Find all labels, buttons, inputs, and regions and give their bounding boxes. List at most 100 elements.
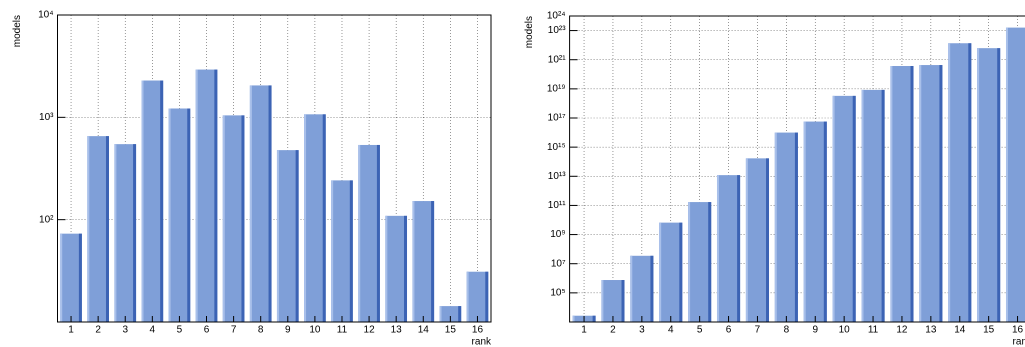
x-tick-label: 15 [445, 325, 457, 336]
bar [803, 121, 827, 322]
bar [919, 65, 943, 322]
bar-highlight [601, 280, 604, 322]
bar [249, 85, 272, 323]
y-tick-label: 10¹⁷ [548, 113, 566, 124]
x-tick-label: 11 [337, 325, 348, 336]
bar-shade [349, 180, 353, 322]
x-tick-label: 8 [784, 325, 790, 336]
y-tick-label: 10⁵ [550, 287, 565, 298]
bar [601, 280, 625, 322]
bar [276, 150, 299, 322]
x-tick-label: 1 [581, 325, 587, 336]
bar-highlight [1005, 27, 1008, 323]
bar [832, 95, 856, 323]
plot-frame [57, 14, 492, 323]
bar [168, 108, 191, 322]
x-tick-label: 9 [812, 325, 818, 336]
bar-highlight [948, 43, 951, 322]
bar [630, 255, 654, 322]
bar-shade [458, 306, 462, 322]
x-tick-label: 1 [68, 325, 74, 336]
x-tick-label: 6 [204, 325, 210, 336]
plot-frame [569, 15, 1025, 323]
bar-shade [881, 89, 885, 322]
bar-shade [376, 144, 380, 322]
bar-highlight [304, 114, 307, 323]
bar-shade [679, 222, 683, 322]
x-tick-label: 3 [122, 325, 128, 336]
bar [60, 233, 82, 322]
bar-highlight [572, 315, 575, 322]
bar-highlight [439, 306, 442, 322]
bar-highlight [716, 175, 719, 322]
x-tick-label: 14 [954, 325, 966, 336]
bar-highlight [412, 201, 415, 322]
bar [222, 115, 245, 322]
bar-highlight [249, 85, 252, 323]
bar [358, 144, 380, 322]
bar-shade [322, 114, 326, 323]
bar-highlight [195, 69, 198, 322]
bar [688, 202, 712, 322]
x-tick-label: 7 [755, 325, 761, 336]
bar-shade [160, 80, 164, 323]
bar-shade [78, 233, 82, 322]
bar-shade [268, 85, 272, 323]
x-axis-label: rank [472, 337, 492, 347]
y-tick-label: 10² [39, 214, 54, 225]
bar-shade [939, 65, 943, 322]
x-tick-label: 16 [1012, 325, 1024, 336]
bar-shade [910, 66, 914, 323]
bar [304, 114, 326, 323]
y-tick-label: 10¹¹ [548, 200, 566, 211]
y-tick-label: 10⁹ [550, 229, 565, 240]
x-tick-label: 4 [668, 325, 674, 336]
x-tick-label: 5 [697, 325, 703, 336]
x-tick-label: 16 [472, 325, 484, 336]
bar-shade [621, 280, 625, 322]
x-tick-label: 10 [309, 325, 321, 336]
x-tick-label: 5 [177, 325, 183, 336]
y-tick-label: 10²⁴ [547, 11, 566, 22]
x-tick-label: 8 [258, 325, 264, 336]
x-tick-label: 12 [364, 325, 376, 336]
bar-highlight [276, 150, 279, 322]
bar-shade [485, 271, 489, 322]
bar-highlight [358, 144, 361, 322]
bar-shade [295, 150, 299, 322]
bar [659, 222, 683, 322]
bar-highlight [861, 89, 864, 322]
bar [774, 132, 798, 322]
bar-shade [737, 175, 741, 322]
x-tick-label: 13 [925, 325, 937, 336]
bar [412, 201, 435, 322]
x-axis-label: rank [1013, 337, 1025, 347]
bar-highlight [977, 48, 980, 323]
bar-shade [823, 121, 827, 322]
bar-highlight [774, 132, 777, 322]
bar [861, 89, 885, 322]
bar-highlight [331, 180, 334, 322]
x-tick-label: 15 [983, 325, 995, 336]
bar [466, 271, 489, 322]
bar-highlight [466, 271, 469, 322]
bar-highlight [688, 202, 691, 322]
x-tick-label: 2 [610, 325, 616, 336]
bar [745, 158, 770, 322]
bar-highlight [168, 108, 171, 322]
bar-highlight [890, 66, 893, 323]
bar-shade [105, 136, 109, 322]
bar-highlight [114, 144, 117, 322]
bar [141, 80, 164, 323]
x-tick-label: 4 [150, 325, 156, 336]
bar [195, 69, 218, 322]
bar-shade [214, 69, 218, 322]
bar-shade [133, 144, 137, 322]
bar-shade [997, 48, 1001, 323]
bar [890, 66, 914, 323]
x-tick-label: 10 [839, 325, 851, 336]
y-tick-label: 10²¹ [548, 54, 566, 65]
y-tick-label: 10¹⁵ [547, 142, 566, 153]
bar-shade [404, 215, 408, 322]
